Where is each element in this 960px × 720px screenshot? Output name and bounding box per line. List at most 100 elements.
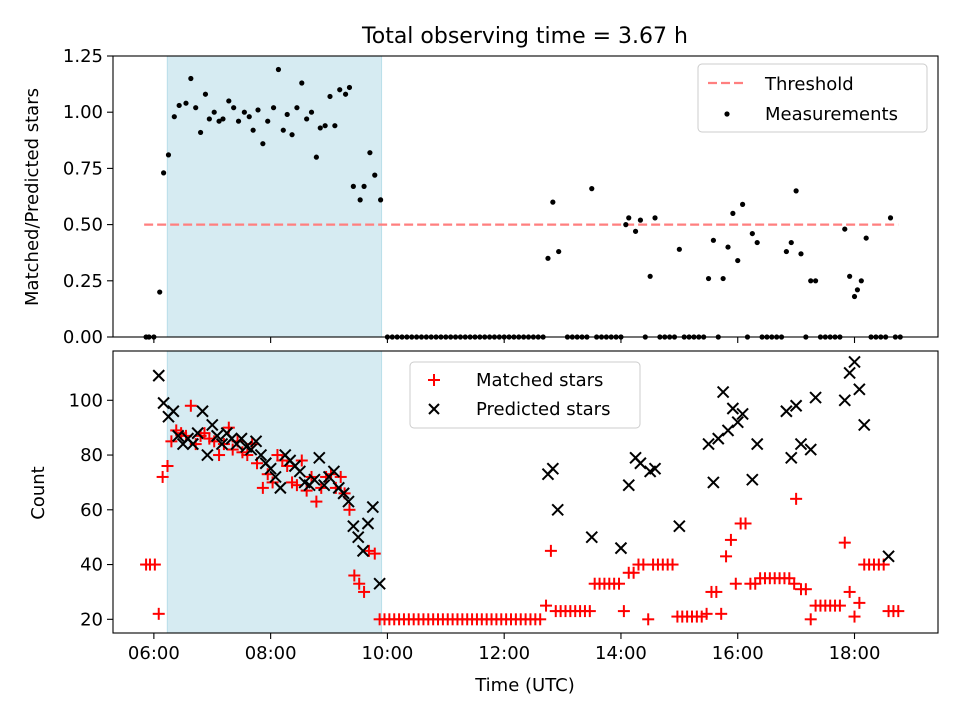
matched-star-point xyxy=(843,585,856,598)
measurement-point xyxy=(304,116,310,122)
matched-star-point xyxy=(833,599,846,612)
matched-star-point xyxy=(642,613,655,626)
chart-title: Total observing time = 3.67 h xyxy=(361,24,688,49)
matched-star-point xyxy=(156,470,169,483)
measurement-point xyxy=(720,275,726,282)
measurement-point xyxy=(361,183,367,189)
predicted-star-point xyxy=(215,437,229,451)
predicted-star-point xyxy=(882,550,895,563)
measurement-point xyxy=(317,125,323,131)
measurement-point xyxy=(265,118,271,124)
measurement-point xyxy=(260,141,266,147)
y-tick-label: 0.00 xyxy=(63,327,103,348)
matched-star-point xyxy=(343,503,356,516)
predicted-star-point xyxy=(712,432,725,445)
predicted-star-point xyxy=(858,418,871,432)
measurement-point xyxy=(350,183,356,189)
measurement-point xyxy=(235,118,242,124)
observing-interval-shade xyxy=(166,55,383,338)
measurement-point xyxy=(176,102,182,109)
measurement-point xyxy=(372,172,378,178)
predicted-star-point xyxy=(264,462,277,475)
measurement-point xyxy=(735,257,741,264)
predicted-star-point xyxy=(254,448,268,462)
measurement-point xyxy=(730,210,736,216)
count-y-axis-ticks: 20 40 60 80 100 xyxy=(69,390,113,630)
matched-star-point xyxy=(715,607,728,620)
x-tick-label: 06:00 xyxy=(128,643,180,664)
matched-star-point xyxy=(892,605,905,618)
predicted-star-point xyxy=(327,465,341,478)
measurement-point xyxy=(171,114,177,120)
counts-panel: 20 40 60 80 100 06:00 08:00 10:00 12:00 14:00 16:… xyxy=(28,350,939,696)
observing-interval-shade-bottom xyxy=(166,350,383,634)
measurement-point xyxy=(863,235,869,241)
measurement-point xyxy=(847,273,853,279)
predicted-star-point xyxy=(308,473,321,486)
matched-star-point xyxy=(617,605,630,618)
y-tick-label: 80 xyxy=(80,445,103,466)
predicted-star-point xyxy=(648,462,662,475)
predicted-star-point xyxy=(347,520,360,533)
measurement-point xyxy=(842,226,848,232)
measurement-point xyxy=(788,239,794,246)
measurement-point xyxy=(255,107,261,113)
matched-star-point xyxy=(184,399,197,412)
matched-star-point xyxy=(348,569,361,582)
ratio-legend-box xyxy=(697,63,928,133)
measurement-point xyxy=(220,116,226,122)
x-tick-label: 08:00 xyxy=(245,643,297,664)
measurement-point xyxy=(280,127,286,133)
predicted-stars-points xyxy=(152,355,895,590)
x-tick-label: 16:00 xyxy=(712,643,764,664)
ratio-legend: Threshold Measurements xyxy=(697,63,928,133)
measurement-point xyxy=(887,215,894,221)
measurement-point xyxy=(676,246,682,252)
predicted-star-point xyxy=(366,500,380,514)
counts-legend-box xyxy=(409,361,641,429)
measurement-point xyxy=(710,237,717,243)
measurement-point xyxy=(798,251,804,257)
measurement-point xyxy=(308,109,315,115)
y-tick-label: 40 xyxy=(80,555,103,576)
measurement-point xyxy=(206,116,212,122)
measurement-point xyxy=(367,150,373,156)
matched-star-point xyxy=(729,577,742,590)
predicted-star-point xyxy=(789,399,803,412)
matched-star-point xyxy=(161,459,174,472)
measurement-point xyxy=(647,273,653,279)
matched-star-point xyxy=(720,550,733,563)
matched-stars-points xyxy=(140,399,905,626)
predicted-star-point xyxy=(726,402,740,415)
predicted-star-point xyxy=(746,473,759,486)
predicted-star-point xyxy=(804,443,817,456)
x-tick-label: 10:00 xyxy=(361,643,413,664)
measurement-point xyxy=(545,255,551,261)
y-tick-label: 20 xyxy=(80,609,103,630)
measurement-point xyxy=(623,222,629,228)
predicted-star-point xyxy=(342,495,355,508)
matched-star-point xyxy=(788,577,801,590)
predicted-star-point xyxy=(317,478,331,492)
predicted-star-point xyxy=(848,355,861,369)
predicted-star-point xyxy=(551,503,564,517)
ratio-y-axis-ticks: 0.00 0.25 0.50 0.75 1.00 1.25 xyxy=(63,46,113,348)
predicted-star-point xyxy=(736,407,749,421)
matched-star-point xyxy=(666,558,679,571)
matched-star-point xyxy=(358,585,371,598)
measurement-point xyxy=(793,188,799,194)
predicted-star-point xyxy=(269,470,282,484)
measurement-point xyxy=(246,114,252,120)
predicted-star-point xyxy=(210,429,224,443)
matched-star-point xyxy=(583,605,596,618)
measurement-point xyxy=(332,123,338,129)
predicted-star-point xyxy=(152,369,165,382)
matched-star-point xyxy=(724,533,737,546)
predicted-star-point xyxy=(702,437,715,451)
predicted-star-point xyxy=(585,530,598,544)
measurement-point xyxy=(632,228,639,234)
predicted-star-point xyxy=(171,429,185,443)
measurement-point xyxy=(851,293,858,300)
counts-legend: Matched stars Predicted stars xyxy=(409,361,641,429)
y-tick-label: 100 xyxy=(69,390,103,411)
